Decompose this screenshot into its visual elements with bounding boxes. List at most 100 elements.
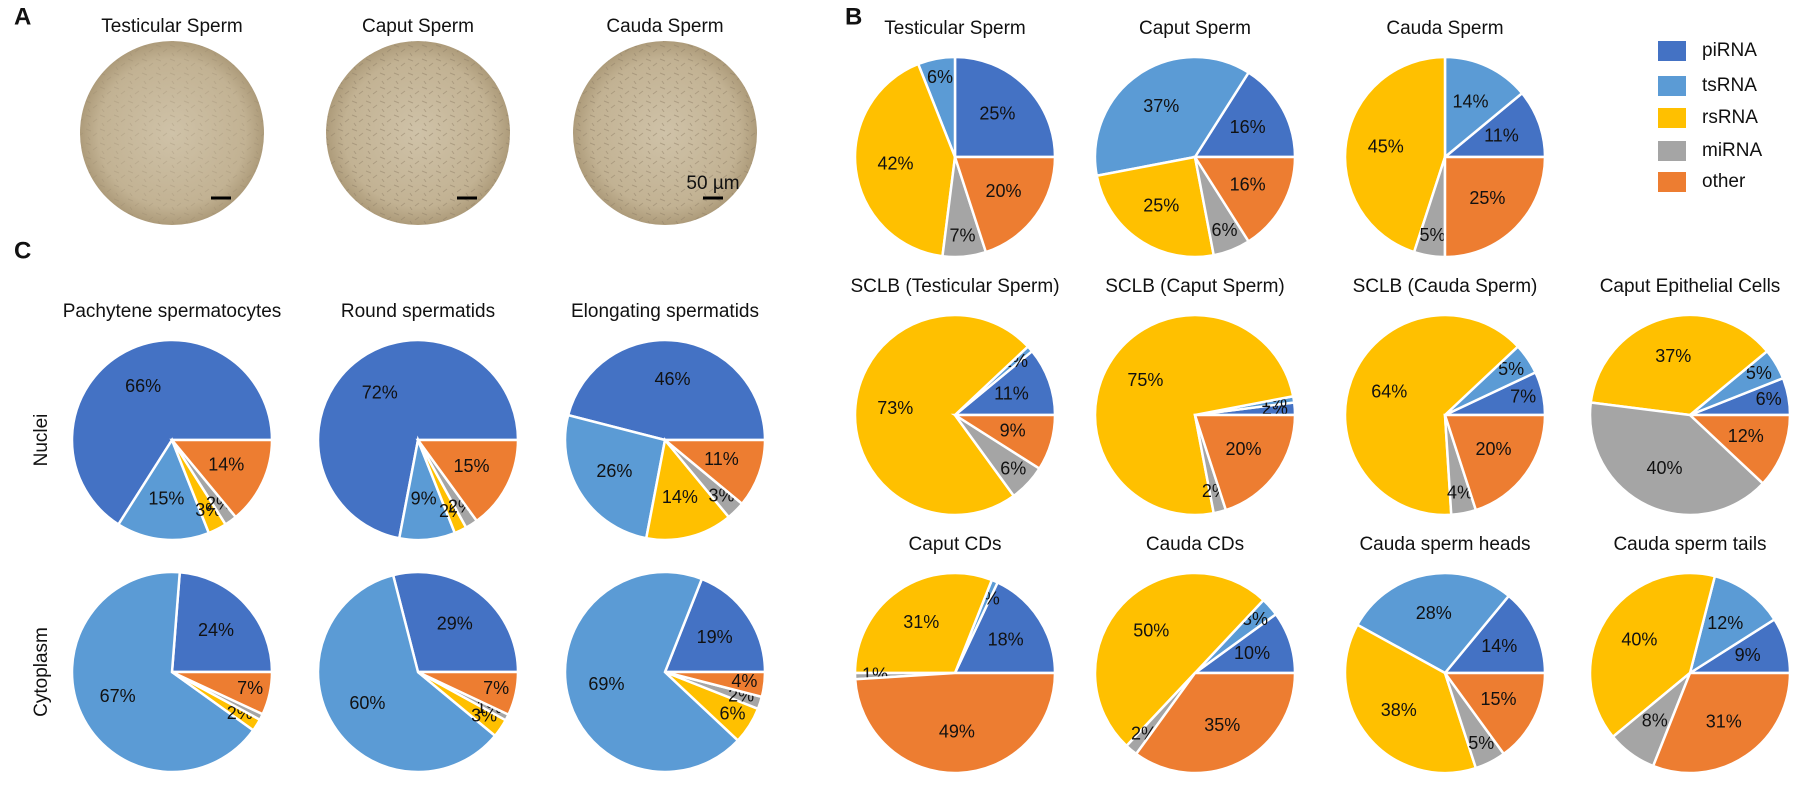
pie-slice bbox=[1095, 155, 1216, 259]
slice-label: 42% bbox=[877, 153, 913, 173]
slice-label: 6% bbox=[720, 704, 746, 724]
pie-slice bbox=[644, 437, 731, 542]
pie-slice bbox=[664, 670, 767, 699]
pie-slice bbox=[1443, 55, 1524, 160]
image-title: Caput Sperm bbox=[362, 16, 474, 37]
chart-title: Elongating spermatids bbox=[571, 301, 759, 322]
slice-label: 60% bbox=[349, 693, 385, 713]
legend-swatch bbox=[1658, 41, 1686, 61]
slice-label: 75% bbox=[1127, 370, 1163, 390]
slice-label: 31% bbox=[1706, 711, 1742, 731]
slice-label: 24% bbox=[198, 620, 234, 640]
slice-label: 72% bbox=[362, 383, 398, 403]
slice-label: 9% bbox=[411, 488, 437, 508]
slice-label: 15% bbox=[453, 456, 489, 476]
chart-title: Caput CDs bbox=[909, 534, 1002, 555]
legend-label: other bbox=[1702, 171, 1746, 192]
chart-title: Caput Epithelial Cells bbox=[1600, 276, 1781, 297]
chart-title: Cauda CDs bbox=[1146, 534, 1244, 555]
slice-label: 7% bbox=[237, 678, 263, 698]
slice-label: 20% bbox=[1476, 439, 1512, 459]
chart-title: Round spermatids bbox=[341, 301, 495, 322]
slice-label: 37% bbox=[1655, 346, 1691, 366]
pie-slice bbox=[316, 573, 497, 774]
slice-label: 14% bbox=[208, 454, 244, 474]
chart-title: Cauda Sperm bbox=[1386, 18, 1503, 39]
slice-label: 4% bbox=[731, 671, 757, 691]
slice-label: 46% bbox=[655, 369, 691, 389]
pie-slice bbox=[1193, 413, 1297, 512]
pie-slice bbox=[1686, 413, 1792, 486]
slice-label: 9% bbox=[1000, 420, 1026, 440]
slice-label: 6% bbox=[1756, 389, 1782, 409]
pie-slice bbox=[1355, 571, 1511, 675]
slice-label: 66% bbox=[125, 376, 161, 396]
pie-slice bbox=[1588, 571, 1717, 739]
row-label: Nuclei bbox=[31, 414, 52, 467]
slice-label: 11% bbox=[704, 449, 739, 469]
pie-slice bbox=[661, 438, 767, 506]
micrograph bbox=[80, 41, 757, 225]
pie-slice bbox=[1093, 55, 1251, 178]
slice-label: 11% bbox=[1484, 125, 1519, 145]
slice-label: 14% bbox=[662, 487, 698, 507]
pie-slice bbox=[1343, 55, 1447, 254]
row-label: Cytoplasm bbox=[31, 627, 52, 717]
pie-slice bbox=[953, 155, 1057, 254]
pie-slice bbox=[417, 670, 520, 717]
slice-label: 6% bbox=[927, 67, 953, 87]
slice-label: 5% bbox=[1498, 359, 1524, 379]
pie-slice bbox=[953, 55, 1057, 159]
slice-label: 49% bbox=[939, 722, 975, 742]
slice-label: 20% bbox=[1226, 439, 1262, 459]
slice-label: 5% bbox=[1419, 225, 1445, 245]
legend-label: rsRNA bbox=[1702, 107, 1758, 128]
image-title: Cauda Sperm bbox=[606, 16, 723, 37]
pie-slice bbox=[116, 437, 211, 542]
slice-label: 25% bbox=[1143, 195, 1179, 215]
slice-label: 38% bbox=[1381, 700, 1417, 720]
legend-label: piRNA bbox=[1702, 40, 1757, 61]
pie-slice bbox=[391, 570, 520, 674]
slice-label: 25% bbox=[1469, 188, 1505, 208]
pie-slice bbox=[1192, 155, 1297, 244]
pie-slice bbox=[951, 349, 1057, 417]
pie-slice bbox=[563, 413, 667, 540]
slice-label: 12% bbox=[1707, 613, 1743, 633]
pie-slice bbox=[950, 413, 1057, 471]
slice-label: 73% bbox=[877, 398, 913, 418]
pie-slice bbox=[1588, 401, 1765, 517]
slice-label: 7% bbox=[950, 225, 976, 245]
slice-label: 9% bbox=[1735, 645, 1761, 665]
image-title: Testicular Sperm bbox=[101, 16, 243, 37]
pie-slice bbox=[1343, 313, 1520, 517]
pie-slice bbox=[1094, 572, 1266, 748]
slice-label: 19% bbox=[697, 627, 733, 647]
panel-label: B bbox=[845, 3, 862, 30]
chart-title: SCLB (Testicular Sperm) bbox=[850, 276, 1059, 297]
chart-title: Cauda sperm tails bbox=[1613, 534, 1766, 555]
pie-slice bbox=[70, 338, 274, 527]
slice-label: 26% bbox=[596, 461, 632, 481]
pie-slice bbox=[1442, 671, 1547, 756]
slice-label: 15% bbox=[148, 488, 184, 508]
panel-label: A bbox=[14, 3, 31, 30]
slice-label: 8% bbox=[1642, 710, 1668, 730]
pie-slice bbox=[1192, 70, 1297, 159]
pie-slice bbox=[853, 571, 994, 675]
pie-slice bbox=[1651, 671, 1792, 775]
slice-label: 67% bbox=[100, 686, 136, 706]
slice-label: 28% bbox=[1416, 603, 1452, 623]
chart-title: Testicular Sperm bbox=[884, 18, 1026, 39]
pie-slice bbox=[566, 338, 767, 442]
slice-label: 6% bbox=[1000, 459, 1026, 479]
legend-swatch bbox=[1658, 141, 1686, 161]
pie-slice bbox=[1688, 574, 1777, 676]
slice-label: 64% bbox=[1371, 382, 1407, 402]
pie-slice bbox=[853, 671, 1057, 775]
slice-label: 37% bbox=[1143, 96, 1179, 116]
legend-swatch bbox=[1658, 76, 1686, 96]
pie-slice bbox=[1443, 413, 1547, 512]
legend-swatch bbox=[1658, 172, 1686, 192]
slice-label: 45% bbox=[1368, 136, 1404, 156]
